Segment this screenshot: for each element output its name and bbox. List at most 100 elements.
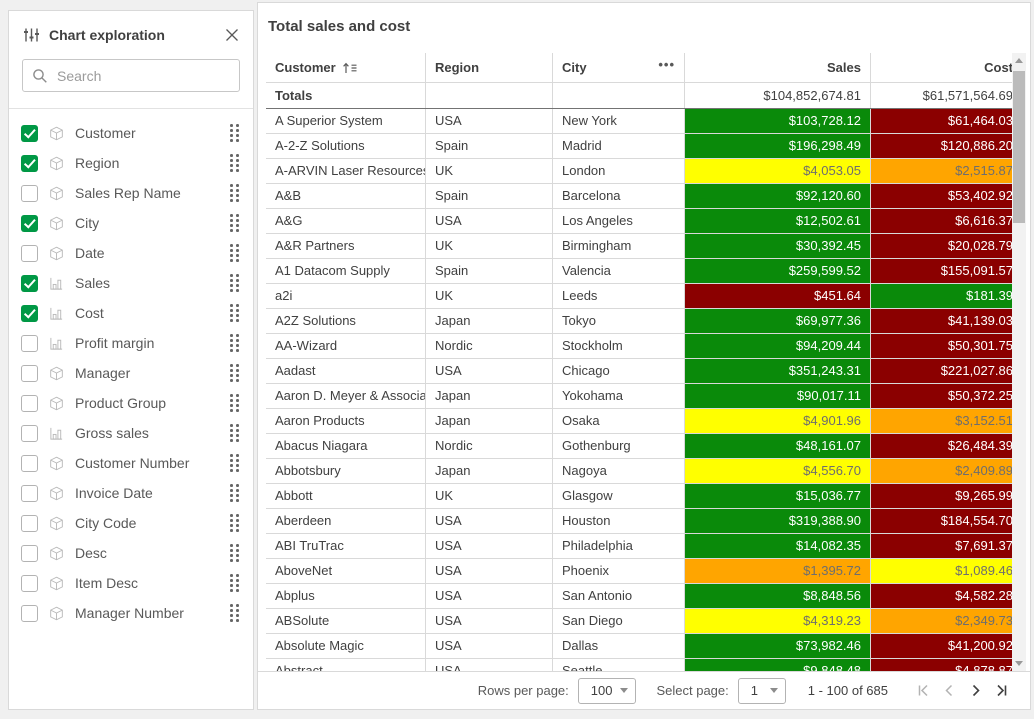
field-checkbox[interactable]	[21, 334, 38, 352]
region-cell[interactable]: USA	[426, 609, 553, 634]
region-cell[interactable]: Nordic	[426, 434, 553, 459]
sales-cell[interactable]: $451.64	[685, 284, 871, 309]
drag-handle-icon[interactable]	[230, 274, 239, 292]
scroll-up-icon[interactable]	[1015, 58, 1023, 63]
rows-per-page-select[interactable]: 100	[577, 677, 637, 704]
scroll-down-icon[interactable]	[1015, 661, 1023, 666]
sales-cell[interactable]: $8,848.56	[685, 584, 871, 609]
customer-cell[interactable]: Aaron Products	[266, 409, 426, 434]
field-checkbox[interactable]	[21, 604, 38, 622]
sales-cell[interactable]: $90,017.11	[685, 384, 871, 409]
select-page-select[interactable]: 1	[737, 677, 786, 704]
drag-handle-icon[interactable]	[230, 124, 239, 142]
cost-cell[interactable]: $2,515.87	[871, 159, 1022, 184]
cost-cell[interactable]: $181.39	[871, 284, 1022, 309]
sales-cell[interactable]: $4,901.96	[685, 409, 871, 434]
scrollbar-thumb[interactable]	[1013, 71, 1025, 223]
cost-cell[interactable]: $120,886.20	[871, 134, 1022, 159]
close-icon[interactable]	[225, 28, 239, 42]
city-cell[interactable]: Nagoya	[553, 459, 685, 484]
region-cell[interactable]: Spain	[426, 184, 553, 209]
region-cell[interactable]: Japan	[426, 459, 553, 484]
field-checkbox[interactable]	[21, 154, 38, 172]
field-checkbox[interactable]	[21, 514, 38, 532]
sales-cell[interactable]: $73,982.46	[685, 634, 871, 659]
city-cell[interactable]: Philadelphia	[553, 534, 685, 559]
drag-handle-icon[interactable]	[230, 514, 239, 532]
region-cell[interactable]: UK	[426, 284, 553, 309]
column-header-sales[interactable]: Sales	[685, 53, 871, 83]
sales-cell[interactable]: $69,977.36	[685, 309, 871, 334]
sales-cell[interactable]: $92,120.60	[685, 184, 871, 209]
city-cell[interactable]: Gothenburg	[553, 434, 685, 459]
sales-cell[interactable]: $14,082.35	[685, 534, 871, 559]
drag-handle-icon[interactable]	[230, 304, 239, 322]
city-cell[interactable]: Yokohama	[553, 384, 685, 409]
city-cell[interactable]: London	[553, 159, 685, 184]
sales-cell[interactable]: $12,502.61	[685, 209, 871, 234]
customer-cell[interactable]: Aberdeen	[266, 509, 426, 534]
city-cell[interactable]: Chicago	[553, 359, 685, 384]
drag-handle-icon[interactable]	[230, 244, 239, 262]
city-cell[interactable]: Valencia	[553, 259, 685, 284]
customer-cell[interactable]: AboveNet	[266, 559, 426, 584]
city-cell[interactable]: Glasgow	[553, 484, 685, 509]
sales-cell[interactable]: $30,392.45	[685, 234, 871, 259]
field-checkbox[interactable]	[21, 304, 38, 322]
drag-handle-icon[interactable]	[230, 184, 239, 202]
region-cell[interactable]: USA	[426, 509, 553, 534]
sales-cell[interactable]: $196,298.49	[685, 134, 871, 159]
cost-cell[interactable]: $9,265.99	[871, 484, 1022, 509]
customer-cell[interactable]: A1 Datacom Supply	[266, 259, 426, 284]
drag-handle-icon[interactable]	[230, 334, 239, 352]
city-cell[interactable]: Tokyo	[553, 309, 685, 334]
customer-cell[interactable]: AA-Wizard	[266, 334, 426, 359]
field-checkbox[interactable]	[21, 544, 38, 562]
city-cell[interactable]: Barcelona	[553, 184, 685, 209]
sales-cell[interactable]: $94,209.44	[685, 334, 871, 359]
region-cell[interactable]: USA	[426, 359, 553, 384]
region-cell[interactable]: Spain	[426, 134, 553, 159]
field-checkbox[interactable]	[21, 574, 38, 592]
cost-cell[interactable]: $61,464.03	[871, 109, 1022, 134]
customer-cell[interactable]: Abbotsbury	[266, 459, 426, 484]
region-cell[interactable]: Japan	[426, 409, 553, 434]
cost-cell[interactable]: $4,582.28	[871, 584, 1022, 609]
column-header-customer[interactable]: Customer	[266, 53, 426, 83]
previous-page-icon[interactable]	[936, 678, 962, 704]
field-checkbox[interactable]	[21, 214, 38, 232]
city-cell[interactable]: Osaka	[553, 409, 685, 434]
region-cell[interactable]: USA	[426, 634, 553, 659]
last-page-icon[interactable]	[988, 678, 1014, 704]
region-cell[interactable]: USA	[426, 109, 553, 134]
region-cell[interactable]: UK	[426, 234, 553, 259]
drag-handle-icon[interactable]	[230, 214, 239, 232]
customer-cell[interactable]: A&G	[266, 209, 426, 234]
drag-handle-icon[interactable]	[230, 394, 239, 412]
city-cell[interactable]: Los Angeles	[553, 209, 685, 234]
customer-cell[interactable]: Abplus	[266, 584, 426, 609]
field-checkbox[interactable]	[21, 244, 38, 262]
city-cell[interactable]: San Diego	[553, 609, 685, 634]
sales-cell[interactable]: $4,053.05	[685, 159, 871, 184]
cost-cell[interactable]: $53,402.92	[871, 184, 1022, 209]
cost-cell[interactable]: $6,616.37	[871, 209, 1022, 234]
customer-cell[interactable]: Abstract	[266, 659, 426, 671]
cost-cell[interactable]: $20,028.79	[871, 234, 1022, 259]
city-cell[interactable]: Madrid	[553, 134, 685, 159]
city-cell[interactable]: Phoenix	[553, 559, 685, 584]
drag-handle-icon[interactable]	[230, 574, 239, 592]
column-header-region[interactable]: Region	[426, 53, 553, 83]
customer-cell[interactable]: ABSolute	[266, 609, 426, 634]
cost-cell[interactable]: $26,484.39	[871, 434, 1022, 459]
drag-handle-icon[interactable]	[230, 364, 239, 382]
customer-cell[interactable]: Abacus Niagara	[266, 434, 426, 459]
column-header-cost[interactable]: Cost	[871, 53, 1022, 83]
cost-cell[interactable]: $3,152.51	[871, 409, 1022, 434]
column-menu-icon[interactable]: •••	[658, 57, 675, 72]
cost-cell[interactable]: $2,409.89	[871, 459, 1022, 484]
sales-cell[interactable]: $103,728.12	[685, 109, 871, 134]
vertical-scrollbar[interactable]	[1012, 53, 1026, 671]
customer-cell[interactable]: Absolute Magic	[266, 634, 426, 659]
cost-cell[interactable]: $155,091.57	[871, 259, 1022, 284]
